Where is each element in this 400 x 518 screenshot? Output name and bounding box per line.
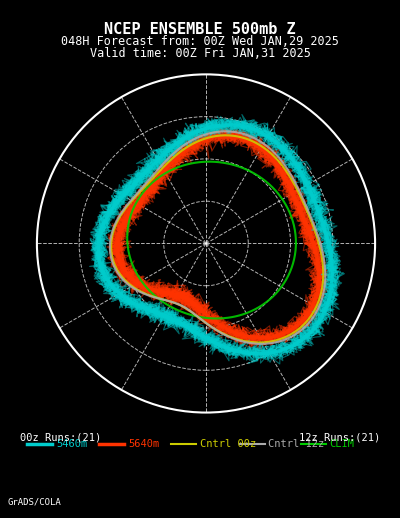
Text: Cntrl 00z: Cntrl 00z bbox=[200, 439, 256, 449]
Text: GrADS/COLA: GrADS/COLA bbox=[8, 498, 62, 507]
Text: 00z Runs:(21): 00z Runs:(21) bbox=[20, 433, 101, 442]
Text: Cntrl 12z: Cntrl 12z bbox=[268, 439, 325, 449]
Text: 5640m: 5640m bbox=[128, 439, 159, 449]
Text: CLIM: CLIM bbox=[330, 439, 355, 449]
Text: NCEP ENSEMBLE 500mb Z: NCEP ENSEMBLE 500mb Z bbox=[104, 22, 296, 37]
Text: 12z Runs:(21): 12z Runs:(21) bbox=[299, 433, 380, 442]
Text: 048H Forecast from: 00Z Wed JAN,29 2025: 048H Forecast from: 00Z Wed JAN,29 2025 bbox=[61, 35, 339, 48]
Text: Valid time: 00Z Fri JAN,31 2025: Valid time: 00Z Fri JAN,31 2025 bbox=[90, 47, 310, 60]
Text: 5460m: 5460m bbox=[56, 439, 87, 449]
